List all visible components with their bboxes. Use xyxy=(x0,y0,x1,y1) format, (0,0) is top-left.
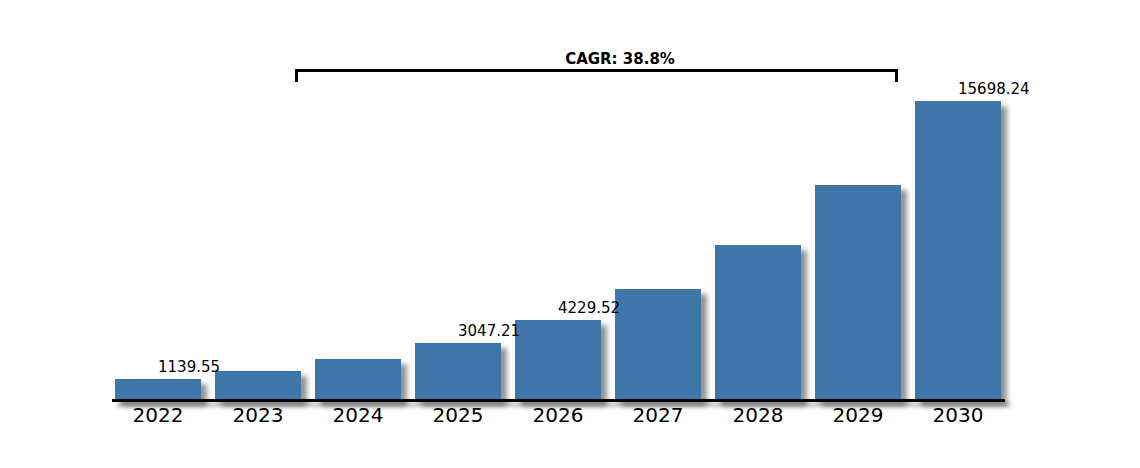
x-tick-2022: 2022 xyxy=(133,405,184,425)
x-tick-2025: 2025 xyxy=(433,405,484,425)
bar-chart: CAGR: 38.8% 2022 1139.55 2023 2024 2025 3047.… xyxy=(0,0,1140,468)
bar-2024 xyxy=(315,359,401,401)
bar-2027 xyxy=(615,289,701,401)
x-tick-2030: 2030 xyxy=(933,405,984,425)
x-tick-2027: 2027 xyxy=(633,405,684,425)
cagr-annotation: CAGR: 38.8% xyxy=(565,50,675,68)
value-label-2025: 3047.21 xyxy=(458,322,520,340)
x-tick-2028: 2028 xyxy=(733,405,784,425)
value-label-2022: 1139.55 xyxy=(158,358,220,376)
x-tick-2024: 2024 xyxy=(333,405,384,425)
bar-2022 xyxy=(115,379,201,401)
value-label-2026: 4229.52 xyxy=(558,299,620,317)
x-tick-2023: 2023 xyxy=(233,405,284,425)
value-label-2030: 15698.24 xyxy=(958,80,1030,98)
cagr-bracket xyxy=(295,69,898,82)
bar-2030 xyxy=(915,101,1001,401)
bar-2029 xyxy=(815,185,901,401)
x-tick-2029: 2029 xyxy=(833,405,884,425)
x-tick-2026: 2026 xyxy=(533,405,584,425)
bar-2026 xyxy=(515,320,601,401)
bar-2023 xyxy=(215,371,301,401)
bar-2025 xyxy=(415,343,501,401)
x-axis-line xyxy=(112,399,1005,402)
bar-2028 xyxy=(715,245,801,401)
